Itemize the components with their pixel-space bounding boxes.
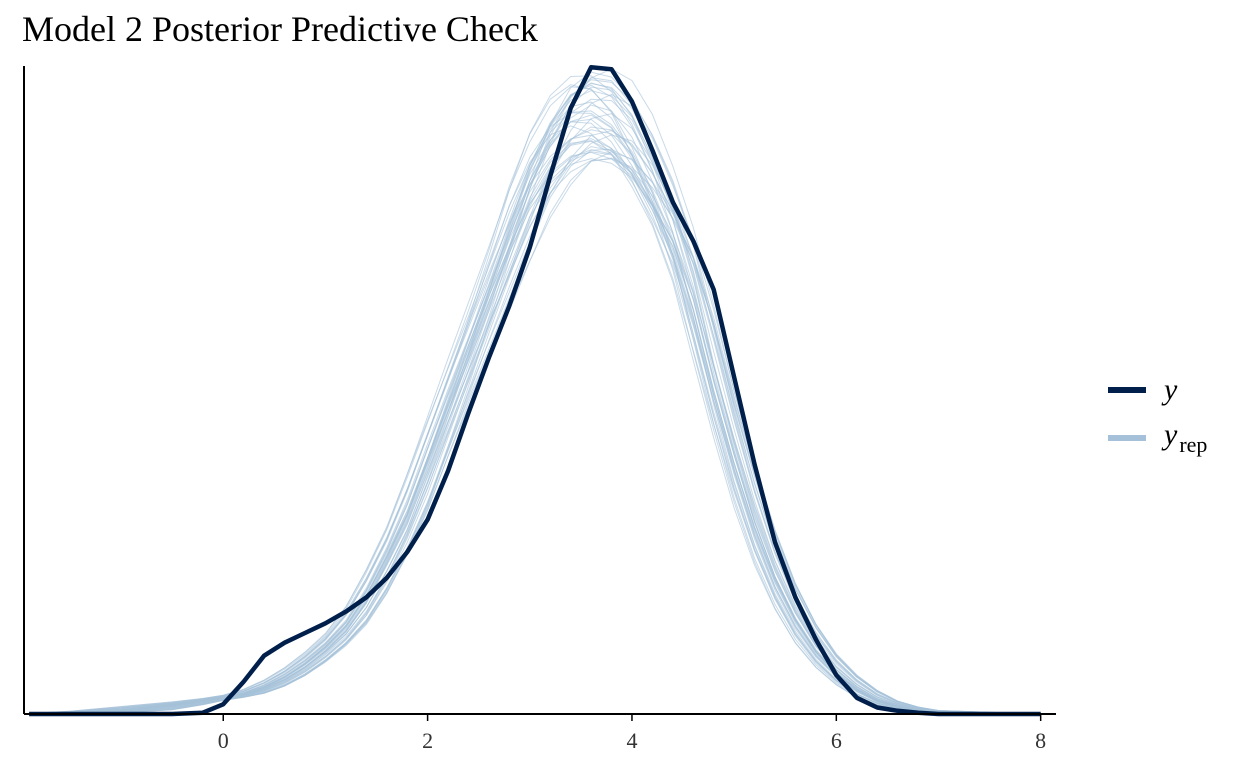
x-tick-label: 0	[218, 728, 229, 753]
legend-label-y: y	[1164, 373, 1178, 406]
legend-label-yrep: yrep	[1164, 418, 1207, 458]
x-tick-label: 8	[1035, 728, 1046, 753]
legend-label-yrep-sub: rep	[1179, 432, 1208, 457]
yrep-draw-line	[29, 84, 1041, 715]
yrep-draw-line	[29, 93, 1041, 715]
yrep-draw-line	[29, 75, 1041, 715]
yrep-draw-line	[29, 101, 1041, 715]
yrep-draw-line	[29, 112, 1041, 715]
legend-item-y: y	[1108, 366, 1207, 414]
legend-key-yrep	[1108, 435, 1146, 441]
yrep-draw-line	[29, 84, 1041, 715]
legend-item-yrep: yrep	[1108, 414, 1207, 462]
yrep-draw-line	[29, 157, 1041, 715]
observed-y-density-line	[29, 65, 1041, 717]
yrep-draw-line	[29, 130, 1041, 715]
yrep-draw-line	[29, 121, 1041, 715]
yrep-draw-line	[29, 98, 1041, 715]
legend-label-yrep-main: y	[1164, 418, 1178, 451]
yrep-draw-line	[29, 86, 1041, 715]
yrep-draw-line	[29, 158, 1041, 715]
observed-density-group	[29, 65, 1041, 717]
yrep-draw-line	[29, 71, 1041, 715]
legend-key-y	[1108, 387, 1146, 393]
yrep-draw-line	[29, 126, 1041, 715]
chart-title: Model 2 Posterior Predictive Check	[22, 9, 538, 49]
legend: y yrep	[1108, 366, 1207, 462]
yrep-draw-line	[29, 125, 1041, 715]
yrep-draws-group	[29, 68, 1041, 715]
x-tick-label: 6	[831, 728, 842, 753]
yrep-draw-line	[29, 86, 1041, 715]
yrep-draw-line	[29, 158, 1041, 715]
x-tick-label: 4	[626, 728, 637, 753]
x-axis-ticks: 0 2 4 6 8	[218, 714, 1046, 753]
x-tick-label: 2	[422, 728, 433, 753]
